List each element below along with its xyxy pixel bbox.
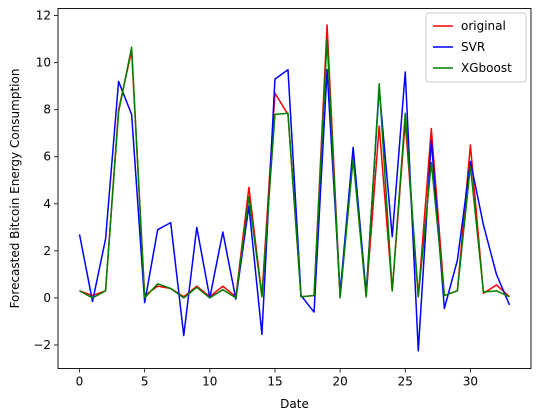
plot-frame <box>57 8 532 369</box>
y-tick-label: 6 <box>43 150 51 164</box>
y-tick-label: −2 <box>33 338 51 352</box>
legend-label-original: original <box>461 19 506 33</box>
legend-label-svr: SVR <box>461 40 485 54</box>
y-axis-label: Forecasted Bitcoin Energy Consumption <box>8 69 22 309</box>
x-axis-ticks: 0 5 10 15 20 25 30 <box>76 368 478 389</box>
y-tick-label: 4 <box>43 197 51 211</box>
legend-label-xgboost: XGboost <box>461 61 512 75</box>
x-tick-label: 0 <box>76 375 84 389</box>
y-axis-ticks: −2 0 2 4 6 8 10 12 <box>33 9 58 352</box>
x-tick-label: 20 <box>332 375 347 389</box>
y-tick-label: 0 <box>43 291 51 305</box>
x-tick-label: 30 <box>463 375 478 389</box>
y-tick-label: 10 <box>36 56 51 70</box>
x-tick-label: 25 <box>398 375 413 389</box>
y-tick-label: 2 <box>43 244 51 258</box>
x-tick-label: 15 <box>267 375 282 389</box>
x-axis-label: Date <box>280 397 309 411</box>
legend: original SVR XGboost <box>425 12 527 83</box>
series-line-xgboost <box>79 38 510 299</box>
y-tick-label: 8 <box>43 103 51 117</box>
legend-box <box>425 12 527 83</box>
y-tick-label: 12 <box>36 9 51 23</box>
x-tick-label: 10 <box>202 375 217 389</box>
series-lines <box>78 24 511 352</box>
x-tick-label: 5 <box>141 375 149 389</box>
